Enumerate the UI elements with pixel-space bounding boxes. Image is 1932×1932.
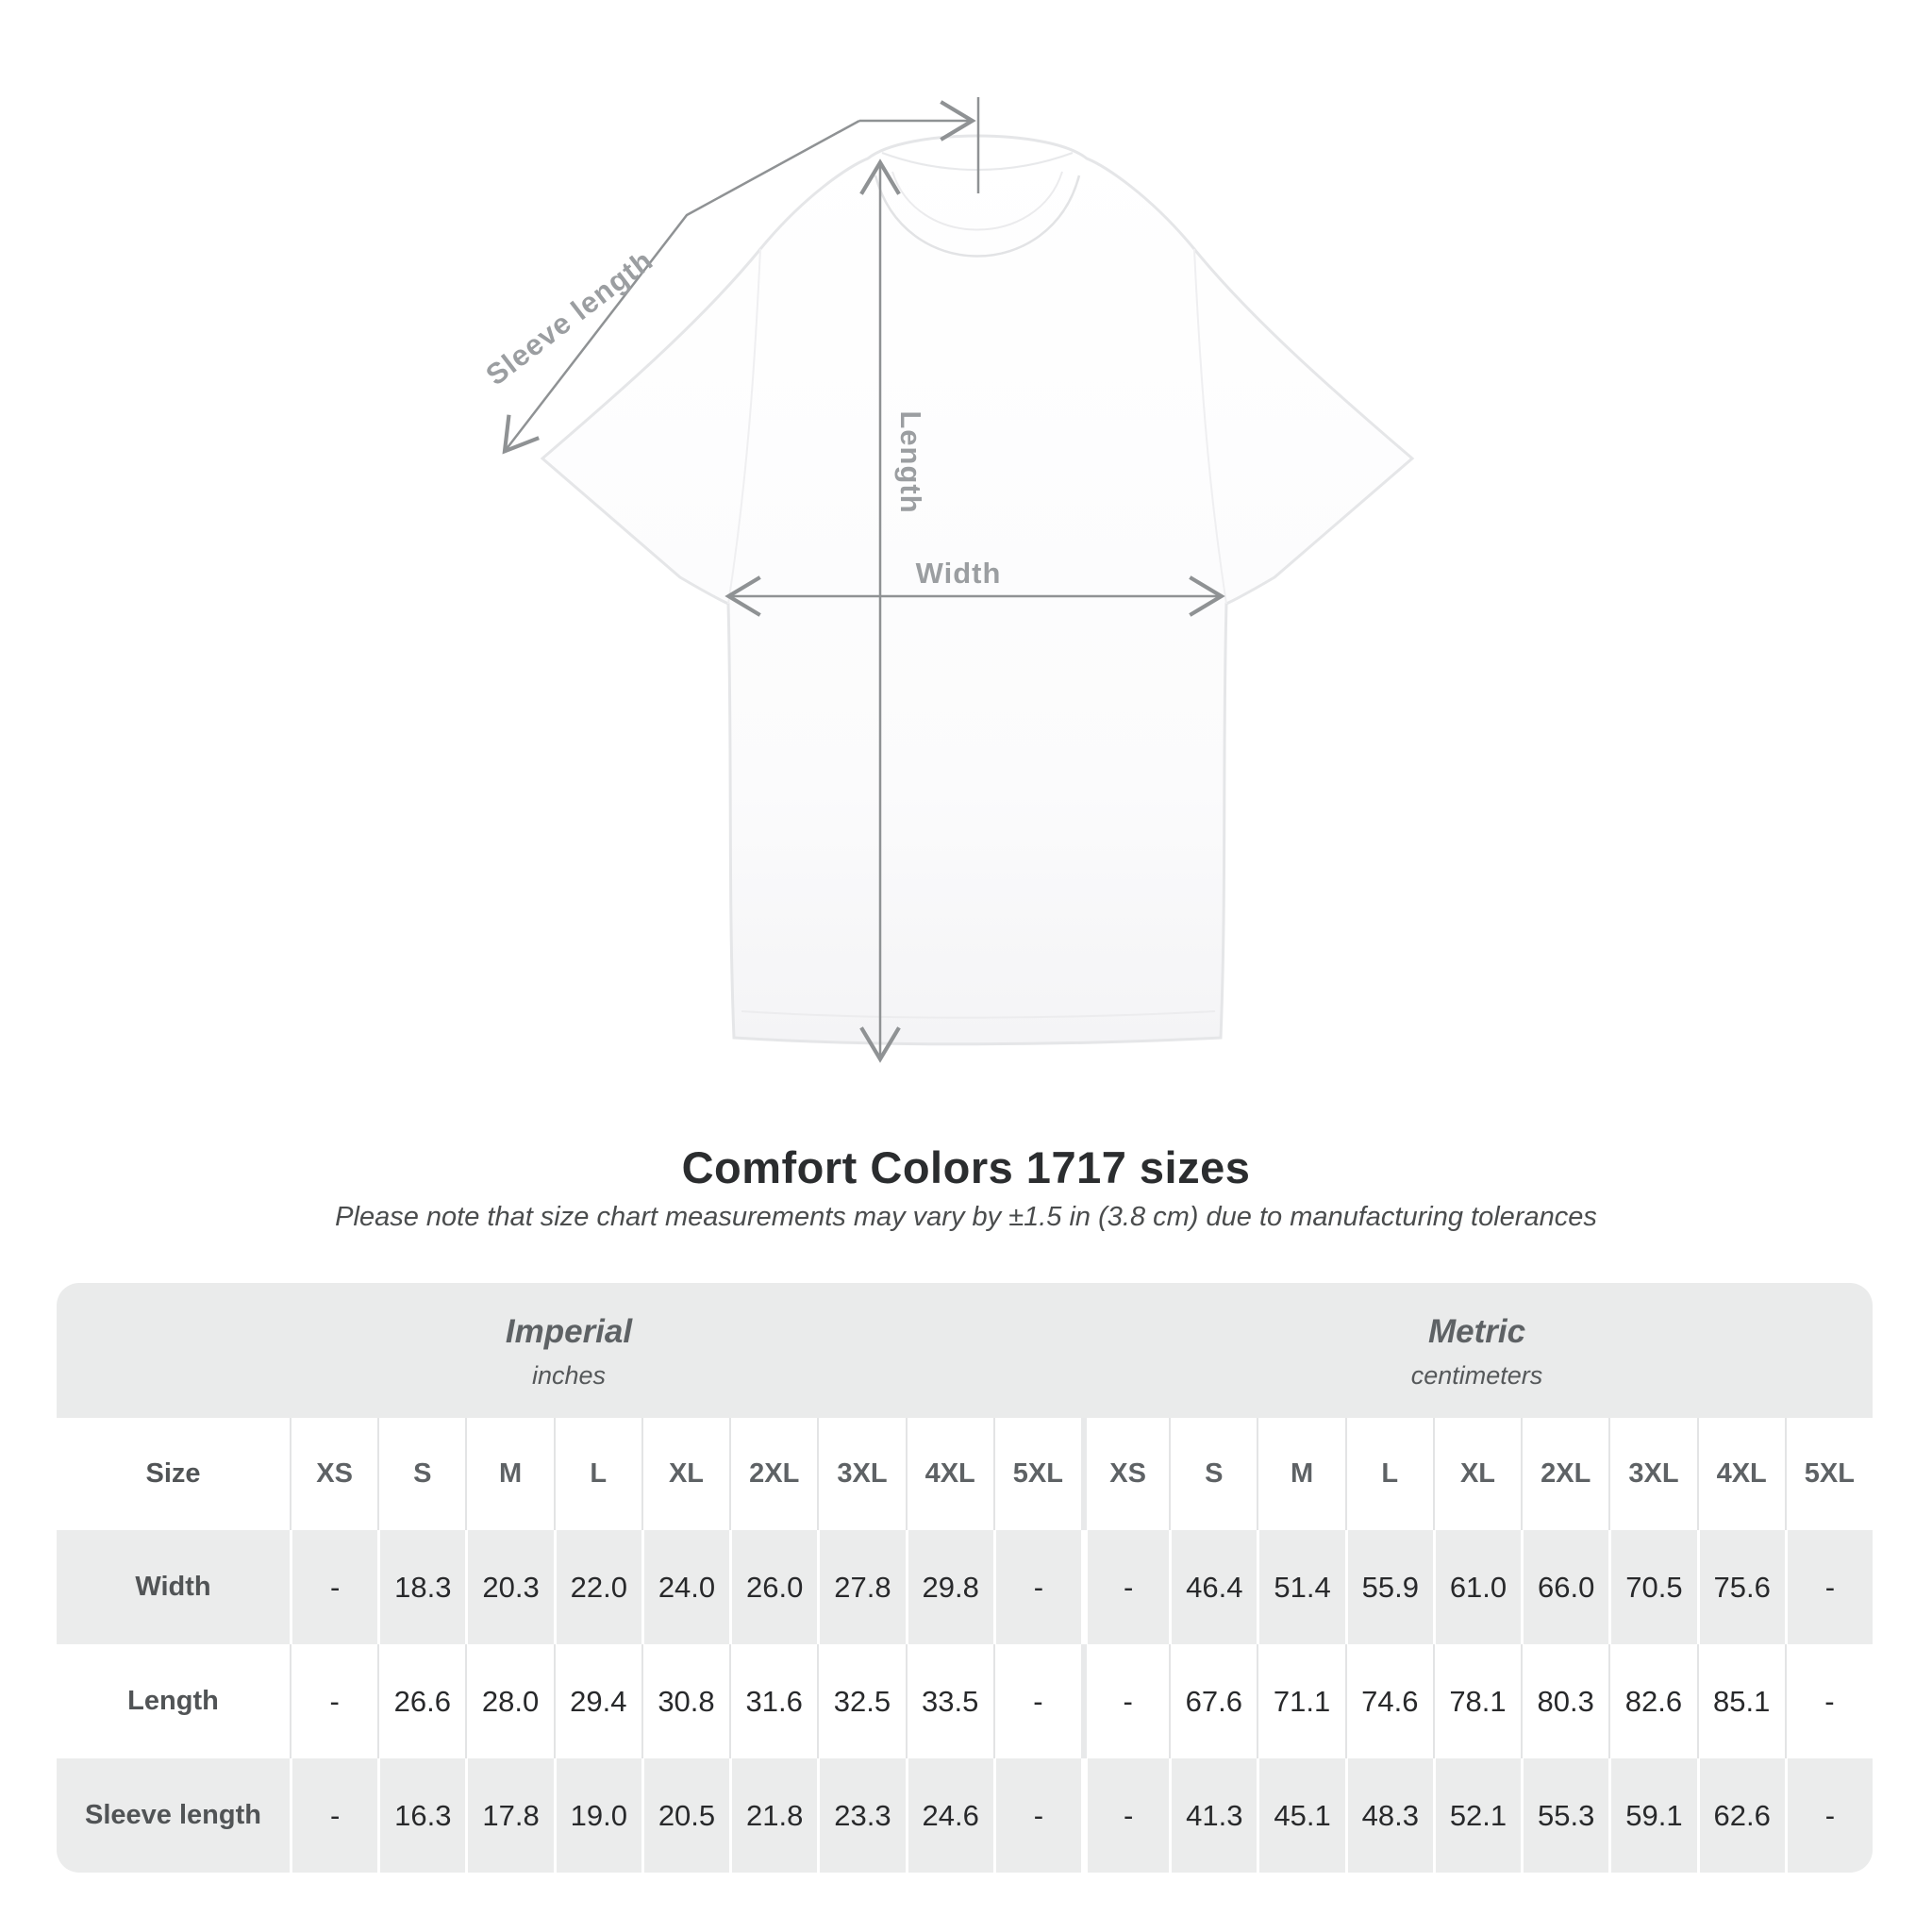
tshirt-measurement-diagram: Sleeve length Length Width	[480, 97, 1415, 1063]
size-cell-metric: S	[1169, 1418, 1257, 1530]
size-cell-metric: 4XL	[1696, 1418, 1785, 1530]
size-cell-imperial: 4XL	[905, 1418, 993, 1530]
value-cell-imperial: 23.3	[817, 1758, 905, 1873]
value-cell-metric: 51.4	[1257, 1530, 1344, 1644]
value-cell-metric: 70.5	[1608, 1530, 1696, 1644]
size-cell-metric: M	[1257, 1418, 1344, 1530]
size-cell-metric: L	[1344, 1418, 1433, 1530]
value-cell-metric: 66.0	[1521, 1530, 1608, 1644]
value-cell-imperial: 21.8	[729, 1758, 817, 1873]
value-cell-metric: -	[1080, 1758, 1169, 1873]
page-title: Comfort Colors 1717 sizes	[681, 1142, 1251, 1192]
value-cell-imperial: -	[992, 1758, 1081, 1873]
size-header-row: Size XS S M L XL 2XL 3XL 4XL 5XL XS S M L XL 2XL 3XL 4XL 5…	[57, 1418, 1873, 1530]
tolerance-note: Please note that size chart measurements…	[335, 1202, 1597, 1232]
value-cell-metric: 55.9	[1344, 1530, 1433, 1644]
metric-header: Metric centimeters	[1081, 1283, 1873, 1418]
table-row: Width -18.3 20.3 22.0 24.0 26.0 27.8 29.8- -46.4…	[57, 1530, 1873, 1644]
table-rows: Width -18.3 20.3 22.0 24.0 26.0 27.8 29.8- -46.4…	[57, 1530, 1873, 1873]
value-cell-imperial: 27.8	[817, 1530, 905, 1644]
value-cell-metric: 41.3	[1169, 1758, 1257, 1873]
sleeve-length-label: Sleeve length	[480, 243, 659, 391]
value-cell-imperial: 24.6	[905, 1758, 993, 1873]
size-cell-metric: XL	[1432, 1418, 1521, 1530]
tshirt-illustration	[540, 134, 1415, 1046]
imperial-header: Imperial inches	[57, 1283, 1081, 1418]
size-cell-imperial: L	[553, 1418, 641, 1530]
unit-header-band: Imperial inches Metric centimeters	[57, 1283, 1873, 1418]
row-label-cell: Sleeve length	[85, 1800, 261, 1830]
value-cell-metric: 62.6	[1696, 1758, 1785, 1873]
value-cell-metric: -	[1080, 1644, 1169, 1758]
value-cell-imperial: 33.5	[905, 1644, 993, 1758]
value-cell-metric: -	[1784, 1530, 1873, 1644]
size-cell-imperial: 2XL	[729, 1418, 817, 1530]
value-cell-metric: -	[1080, 1530, 1169, 1644]
table-row: Length -26.6 28.0 29.4 30.8 31.6 32.5 33.5- -67.…	[57, 1644, 1873, 1758]
value-cell-imperial: 26.6	[377, 1644, 465, 1758]
size-table: Imperial inches Metric centimeters Size X…	[57, 1283, 1873, 1873]
measurement-arrows	[502, 97, 1225, 1063]
value-cell-imperial: 29.8	[905, 1530, 993, 1644]
value-cell-imperial: 19.0	[553, 1758, 641, 1873]
value-cell-metric: -	[1784, 1758, 1873, 1873]
value-cell-metric: 48.3	[1344, 1758, 1433, 1873]
value-cell-imperial: -	[290, 1758, 377, 1873]
value-cell-imperial: -	[290, 1530, 377, 1644]
metric-unit: centimeters	[1410, 1360, 1543, 1390]
value-cell-imperial: 26.0	[729, 1530, 817, 1644]
value-cell-metric: 80.3	[1521, 1644, 1608, 1758]
size-cell-imperial: S	[377, 1418, 465, 1530]
metric-label: Metric	[1427, 1312, 1526, 1350]
value-cell-imperial: 20.3	[465, 1530, 553, 1644]
value-cell-metric: 74.6	[1344, 1644, 1433, 1758]
value-cell-imperial: 20.5	[641, 1758, 729, 1873]
value-cell-imperial: 31.6	[729, 1644, 817, 1758]
value-cell-imperial: 28.0	[465, 1644, 553, 1758]
imperial-unit: inches	[531, 1360, 607, 1390]
value-cell-metric: 85.1	[1696, 1644, 1785, 1758]
size-cell-metric: XS	[1080, 1418, 1169, 1530]
value-cell-metric: 75.6	[1696, 1530, 1785, 1644]
size-column-header: Size	[145, 1458, 201, 1489]
size-cell-metric: 2XL	[1521, 1418, 1608, 1530]
value-cell-metric: 59.1	[1608, 1758, 1696, 1873]
value-cell-imperial: -	[992, 1644, 1081, 1758]
value-cell-metric: 46.4	[1169, 1530, 1257, 1644]
value-cell-metric: 52.1	[1432, 1758, 1521, 1873]
value-cell-imperial: 32.5	[817, 1644, 905, 1758]
value-cell-imperial: -	[290, 1644, 377, 1758]
value-cell-imperial: 22.0	[553, 1530, 641, 1644]
size-cell-imperial: 5XL	[992, 1418, 1081, 1530]
value-cell-imperial: 16.3	[377, 1758, 465, 1873]
sleeve-length-arrow	[502, 119, 860, 455]
value-cell-imperial: -	[992, 1530, 1081, 1644]
value-cell-imperial: 30.8	[641, 1644, 729, 1758]
value-cell-metric: 78.1	[1432, 1644, 1521, 1758]
table-row: Sleeve length -16.3 17.8 19.0 20.5 21.8 23.3 24…	[57, 1758, 1873, 1873]
size-cell-imperial: 3XL	[817, 1418, 905, 1530]
size-cell-imperial: M	[465, 1418, 553, 1530]
value-cell-imperial: 17.8	[465, 1758, 553, 1873]
imperial-label: Imperial	[505, 1312, 633, 1350]
value-cell-imperial: 24.0	[641, 1530, 729, 1644]
value-cell-metric: 67.6	[1169, 1644, 1257, 1758]
value-cell-metric: -	[1784, 1644, 1873, 1758]
value-cell-imperial: 29.4	[553, 1644, 641, 1758]
width-label: Width	[916, 557, 1002, 590]
value-cell-metric: 55.3	[1521, 1758, 1608, 1873]
value-cell-metric: 82.6	[1608, 1644, 1696, 1758]
value-cell-metric: 45.1	[1257, 1758, 1344, 1873]
size-cell-metric: 3XL	[1608, 1418, 1696, 1530]
value-cell-metric: 61.0	[1432, 1530, 1521, 1644]
size-cell-metric: 5XL	[1784, 1418, 1873, 1530]
size-cell-imperial: XL	[641, 1418, 729, 1530]
size-cell-imperial: XS	[290, 1418, 377, 1530]
row-label-cell: Width	[135, 1572, 211, 1602]
row-label-cell: Length	[127, 1686, 219, 1716]
length-label: Length	[894, 410, 927, 513]
value-cell-metric: 71.1	[1257, 1644, 1344, 1758]
value-cell-imperial: 18.3	[377, 1530, 465, 1644]
